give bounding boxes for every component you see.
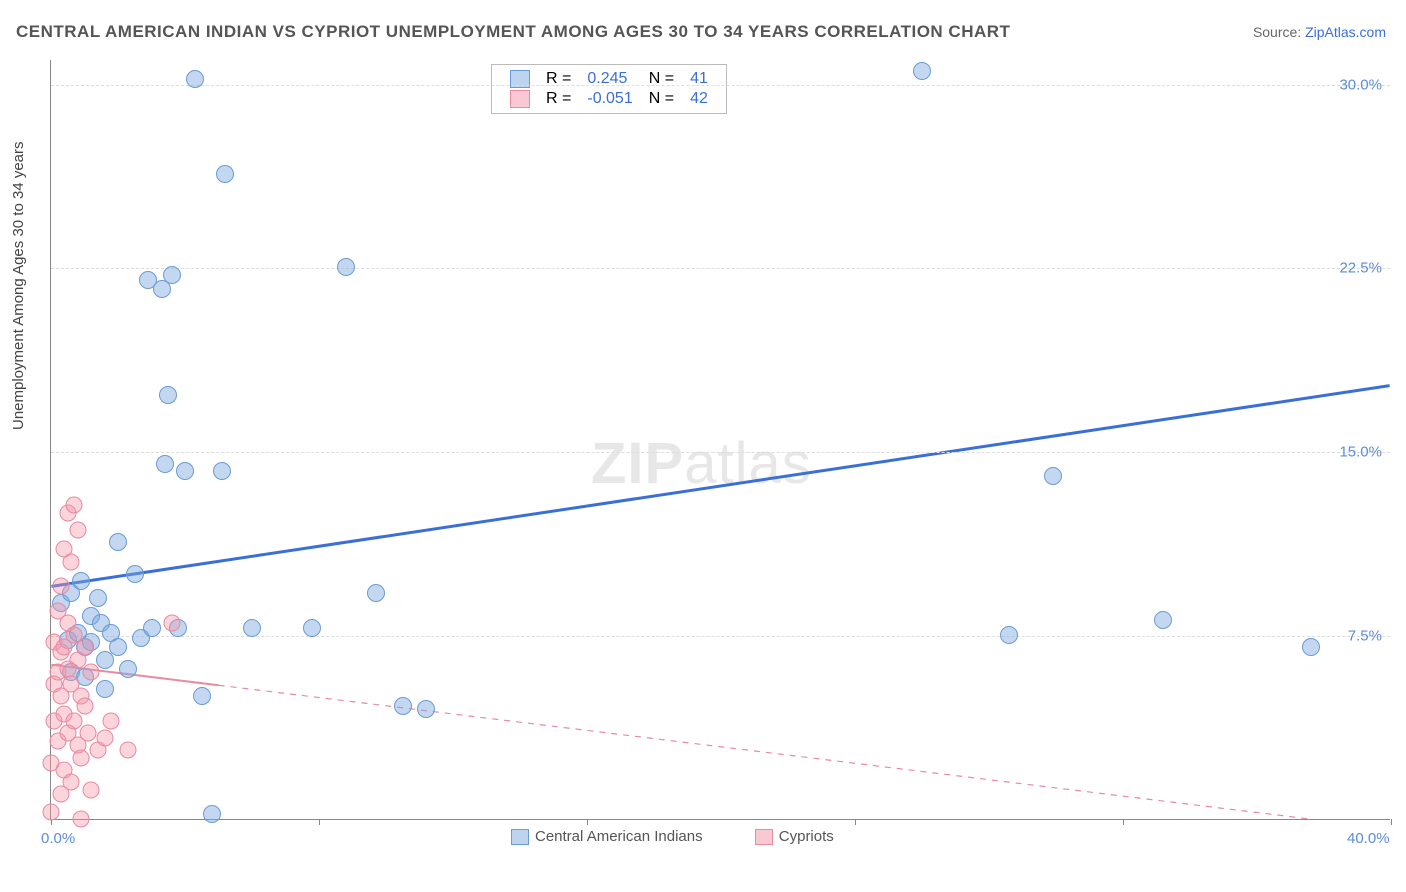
data-point [69,521,86,538]
data-point [303,619,321,637]
data-point [109,533,127,551]
y-tick-label: 15.0% [1339,444,1382,461]
data-point [63,774,80,791]
source-attribution: Source: ZipAtlas.com [1253,24,1386,40]
data-point [119,660,137,678]
data-point [394,697,412,715]
data-point [76,639,93,656]
data-point [203,805,221,823]
r-value-1: -0.051 [579,89,640,109]
gridline [51,452,1390,453]
chart-plot-area: R = 0.245 N = 41 R = -0.051 N = 42 ZIPat… [50,60,1390,820]
data-point [96,680,114,698]
correlation-legend: R = 0.245 N = 41 R = -0.051 N = 42 [491,64,727,114]
x-tick-label: 40.0% [1347,830,1390,847]
swatch-pink-icon [755,829,773,845]
legend-row-series-0: R = 0.245 N = 41 [502,69,716,89]
data-point [193,687,211,705]
swatch-blue-icon [511,829,529,845]
source-link[interactable]: ZipAtlas.com [1305,24,1386,40]
data-point [1044,467,1062,485]
data-point [213,462,231,480]
gridline [51,85,1390,86]
data-point [1302,638,1320,656]
data-point [43,803,60,820]
y-axis-label: Unemployment Among Ages 30 to 34 years [10,141,27,430]
data-point [1000,626,1018,644]
swatch-pink-icon [510,90,530,108]
series-legend: Central American Indians Cypriots [511,828,882,845]
data-point [156,455,174,473]
legend-row-series-1: R = -0.051 N = 42 [502,89,716,109]
source-prefix: Source: [1253,24,1305,40]
data-point [1154,611,1172,629]
data-point [126,565,144,583]
data-point [89,589,107,607]
data-point [96,730,113,747]
data-point [159,386,177,404]
y-tick-label: 7.5% [1348,628,1382,645]
legend-item-0: Central American Indians [511,828,727,845]
y-tick-label: 30.0% [1339,76,1382,93]
data-point [83,781,100,798]
data-point [53,578,70,595]
data-point [367,584,385,602]
data-point [163,266,181,284]
data-point [913,62,931,80]
n-value-0: 41 [682,69,716,89]
data-point [76,698,93,715]
data-point [243,619,261,637]
x-tick [1123,819,1124,825]
data-point [73,749,90,766]
data-point [63,553,80,570]
data-point [417,700,435,718]
data-point [73,811,90,828]
x-tick [855,819,856,825]
data-point [176,462,194,480]
data-point [216,165,234,183]
y-tick-label: 22.5% [1339,260,1382,277]
x-tick [319,819,320,825]
data-point [83,663,100,680]
r-value-0: 0.245 [579,69,640,89]
data-point [66,497,83,514]
x-tick [1391,819,1392,825]
n-value-1: 42 [682,89,716,109]
gridline [51,268,1390,269]
data-point [337,258,355,276]
x-tick [587,819,588,825]
data-point [72,572,90,590]
watermark: ZIPatlas [591,430,812,497]
data-point [143,619,161,637]
data-point [163,614,180,631]
data-point [109,638,127,656]
data-point [103,712,120,729]
chart-title: CENTRAL AMERICAN INDIAN VS CYPRIOT UNEMP… [16,22,1010,42]
trend-lines [51,60,1390,819]
legend-item-1: Cypriots [755,828,858,845]
data-point [186,70,204,88]
data-point [120,742,137,759]
data-point [79,725,96,742]
x-tick-label: 0.0% [41,830,75,847]
